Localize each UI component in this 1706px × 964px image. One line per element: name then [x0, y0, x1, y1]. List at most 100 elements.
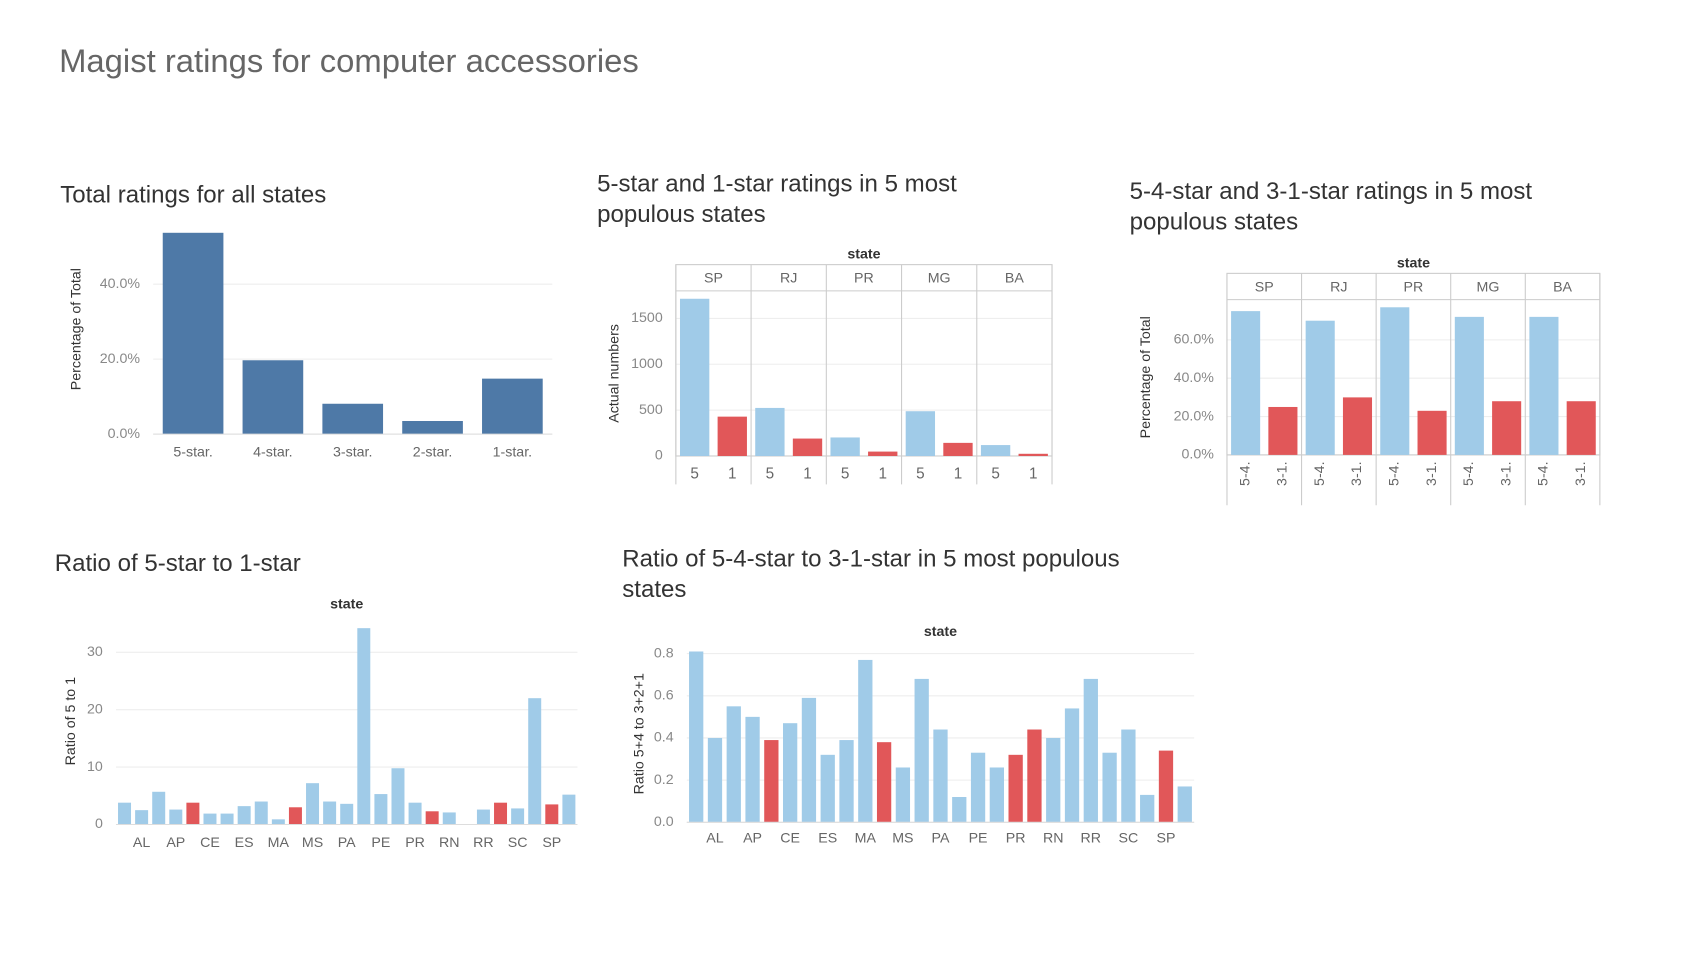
bar — [755, 407, 785, 456]
x-tick-label: AP — [743, 830, 762, 846]
bar — [203, 813, 217, 825]
bar — [1158, 750, 1174, 823]
bar — [933, 729, 948, 823]
bar — [830, 437, 860, 456]
x-tick-label: 3-1. — [1424, 461, 1440, 485]
chart-title: 5-4-star and 3-1-star ratings in 5 most … — [1129, 177, 1533, 236]
x-tick-label: MA — [268, 835, 290, 851]
bar — [1268, 406, 1298, 455]
bar — [271, 819, 285, 825]
x-tick-label: 5 — [841, 466, 850, 483]
column-header: state — [924, 624, 957, 640]
chart-title-box: Ratio of 5-4-star to 3-1-star in 5 most … — [622, 544, 1120, 603]
x-tick-label: 5-star. — [173, 444, 212, 460]
bar — [980, 445, 1011, 456]
bar — [169, 809, 183, 825]
bar — [1454, 316, 1484, 455]
column-header: state — [847, 247, 880, 263]
x-tick-label: MS — [302, 835, 323, 851]
bar — [118, 802, 132, 825]
bar — [545, 804, 559, 825]
bar — [237, 806, 251, 825]
bar — [801, 697, 817, 823]
x-tick-label: AL — [133, 835, 150, 851]
chart-title-box: Ratio of 5-star to 1-star — [54, 548, 301, 577]
bar — [858, 659, 873, 823]
bar — [868, 451, 898, 456]
x-tick-label: 3-1. — [1275, 461, 1291, 485]
x-tick-label: CE — [780, 830, 800, 846]
bar — [764, 740, 779, 823]
x-tick-label: SP — [542, 835, 561, 851]
bar — [839, 740, 854, 823]
bar — [895, 767, 911, 823]
bar — [1046, 737, 1061, 823]
x-tick-label: PR — [405, 835, 425, 851]
y-tick-label: 20.0% — [100, 351, 141, 367]
chart-title: Total ratings for all states — [60, 180, 327, 208]
x-tick-label: MS — [892, 830, 913, 846]
bar — [726, 706, 741, 823]
bar — [162, 232, 224, 435]
bar — [1231, 311, 1261, 455]
bar — [1083, 678, 1098, 823]
x-tick-label: RN — [1043, 830, 1064, 846]
x-tick-label: 5-4. — [1237, 461, 1253, 485]
bar — [952, 797, 967, 823]
bar — [1529, 316, 1559, 455]
bar — [374, 794, 388, 825]
y-tick-label: 0.0% — [1181, 447, 1214, 463]
x-tick-label: SP — [1157, 830, 1176, 846]
bar — [1342, 397, 1373, 455]
bar — [745, 716, 760, 823]
y-tick-label: 0.6 — [654, 688, 674, 704]
y-tick-label: 20 — [87, 701, 103, 717]
x-tick-label: 3-1. — [1573, 461, 1589, 485]
x-tick-label: 1 — [878, 466, 887, 483]
bar — [1027, 729, 1042, 823]
bar — [820, 754, 835, 823]
bar — [494, 802, 508, 825]
chart-title-box: Total ratings for all states — [60, 180, 327, 208]
x-tick-label: 5-4. — [1461, 461, 1477, 485]
bar — [1102, 752, 1117, 823]
x-tick-label: 5-4. — [1387, 461, 1403, 485]
y-tick-label: 20.0% — [1174, 408, 1215, 424]
x-tick-label: RR — [1081, 830, 1102, 846]
y-axis-label: Ratio of 5 to 1 — [63, 677, 79, 766]
facet-label: RJ — [780, 271, 797, 287]
x-tick-label: PA — [932, 830, 950, 846]
bar — [442, 812, 456, 825]
facet-label: SP — [1255, 279, 1274, 295]
x-tick-label: AL — [706, 830, 723, 846]
y-tick-label: 0.2 — [654, 772, 674, 788]
y-tick-label: 40.0% — [100, 276, 141, 292]
y-tick-label: 30 — [87, 644, 103, 660]
x-tick-label: SC — [1119, 830, 1139, 846]
x-tick-label: ES — [235, 835, 254, 851]
y-tick-label: 0.8 — [654, 645, 674, 661]
bar — [482, 378, 543, 435]
bar — [340, 803, 354, 825]
bar — [152, 791, 166, 825]
bar — [689, 651, 704, 823]
x-tick-label: SC — [508, 835, 528, 851]
bar — [562, 794, 576, 825]
y-tick-label: 500 — [639, 402, 663, 418]
bar — [186, 802, 200, 825]
bar — [943, 442, 973, 456]
bar — [220, 813, 234, 825]
x-tick-label: PA — [338, 835, 356, 851]
y-tick-label: 0 — [655, 448, 663, 464]
chart-title: Ratio of 5-star to 1-star — [54, 548, 301, 577]
x-tick-label: 3-1. — [1349, 461, 1365, 485]
y-tick-label: 40.0% — [1174, 370, 1215, 386]
facet-label: BA — [1553, 279, 1572, 295]
facet-label: PR — [1404, 279, 1424, 295]
bar — [679, 298, 710, 456]
y-tick-label: 0.0 — [654, 814, 674, 830]
chart-title: Ratio of 5-4-star to 3-1-star in 5 most … — [622, 544, 1120, 603]
bar — [1417, 410, 1447, 455]
x-tick-label: PE — [371, 835, 390, 851]
